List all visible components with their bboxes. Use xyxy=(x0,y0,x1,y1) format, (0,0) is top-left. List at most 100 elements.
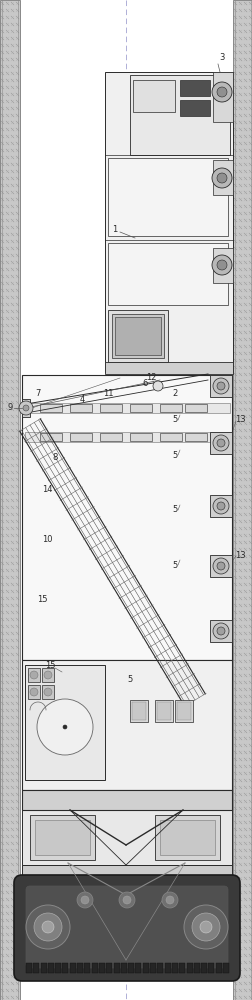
Bar xyxy=(164,963,170,973)
Bar xyxy=(179,80,209,96)
Bar xyxy=(193,963,199,973)
Bar xyxy=(26,963,32,973)
Text: 3: 3 xyxy=(218,53,224,62)
Circle shape xyxy=(216,439,224,447)
Text: 5: 5 xyxy=(127,676,132,684)
Bar xyxy=(105,362,232,374)
Bar xyxy=(40,404,62,412)
Bar xyxy=(108,243,227,305)
Text: 5: 5 xyxy=(172,416,177,424)
Bar xyxy=(184,433,206,441)
Bar xyxy=(42,668,54,682)
Circle shape xyxy=(165,896,173,904)
Bar xyxy=(179,100,209,116)
Bar xyxy=(149,963,155,973)
Circle shape xyxy=(152,381,162,391)
Circle shape xyxy=(216,87,226,97)
Bar xyxy=(130,75,229,155)
Circle shape xyxy=(216,627,224,635)
Text: 1: 1 xyxy=(112,226,117,234)
Text: 5: 5 xyxy=(172,506,177,514)
Text: 13: 13 xyxy=(234,416,244,424)
Circle shape xyxy=(118,892,135,908)
Bar xyxy=(208,963,214,973)
Bar xyxy=(232,0,252,1000)
Bar xyxy=(115,317,160,355)
Bar xyxy=(130,700,147,722)
Bar xyxy=(108,158,227,236)
FancyBboxPatch shape xyxy=(14,875,239,981)
Bar xyxy=(135,963,141,973)
Bar xyxy=(174,700,192,722)
FancyBboxPatch shape xyxy=(26,886,227,968)
Bar xyxy=(84,963,90,973)
Bar xyxy=(25,665,105,780)
Text: 8: 8 xyxy=(52,454,57,462)
Bar xyxy=(184,404,206,412)
Bar xyxy=(55,963,61,973)
Bar xyxy=(209,620,231,642)
Bar xyxy=(62,963,68,973)
Circle shape xyxy=(216,173,226,183)
Circle shape xyxy=(77,892,93,908)
Bar xyxy=(209,495,231,517)
Circle shape xyxy=(122,896,131,904)
Bar xyxy=(30,815,94,860)
Bar xyxy=(40,433,62,441)
Circle shape xyxy=(199,921,211,933)
Circle shape xyxy=(191,913,219,941)
Bar xyxy=(33,963,39,973)
Circle shape xyxy=(44,688,52,696)
Text: 2: 2 xyxy=(172,388,177,397)
Circle shape xyxy=(216,502,224,510)
Bar xyxy=(128,963,134,973)
Circle shape xyxy=(212,498,228,514)
Bar xyxy=(212,72,232,122)
Bar xyxy=(25,403,229,413)
Bar xyxy=(105,72,232,372)
Bar xyxy=(222,963,228,973)
Bar xyxy=(70,963,76,973)
Circle shape xyxy=(216,562,224,570)
Circle shape xyxy=(44,671,52,679)
Circle shape xyxy=(161,892,177,908)
Bar xyxy=(154,700,172,722)
Circle shape xyxy=(183,905,227,949)
Text: 7: 7 xyxy=(35,388,41,397)
Bar xyxy=(159,820,214,855)
Bar xyxy=(113,963,119,973)
Circle shape xyxy=(81,896,89,904)
Bar xyxy=(171,963,177,973)
Bar xyxy=(99,963,105,973)
Circle shape xyxy=(23,405,29,411)
Bar xyxy=(22,399,30,417)
Bar xyxy=(215,963,221,973)
Circle shape xyxy=(34,913,62,941)
Bar xyxy=(70,404,92,412)
Bar xyxy=(106,963,112,973)
Circle shape xyxy=(30,688,38,696)
Circle shape xyxy=(212,623,228,639)
Bar xyxy=(70,433,92,441)
Bar xyxy=(22,660,231,790)
Circle shape xyxy=(212,378,228,394)
Bar xyxy=(22,790,231,810)
Text: 13: 13 xyxy=(234,550,244,560)
Circle shape xyxy=(211,168,231,188)
Circle shape xyxy=(63,725,67,729)
Bar xyxy=(28,685,40,699)
Bar xyxy=(22,810,231,865)
Bar xyxy=(212,248,232,283)
Bar xyxy=(120,963,127,973)
Text: 5: 5 xyxy=(172,450,177,460)
Bar xyxy=(159,433,181,441)
Bar xyxy=(100,404,121,412)
Bar xyxy=(0,0,20,1000)
Circle shape xyxy=(19,401,33,415)
Bar xyxy=(159,404,181,412)
Bar xyxy=(108,310,167,362)
Text: 14: 14 xyxy=(42,486,52,494)
Circle shape xyxy=(212,435,228,451)
Bar xyxy=(200,963,206,973)
Circle shape xyxy=(216,260,226,270)
